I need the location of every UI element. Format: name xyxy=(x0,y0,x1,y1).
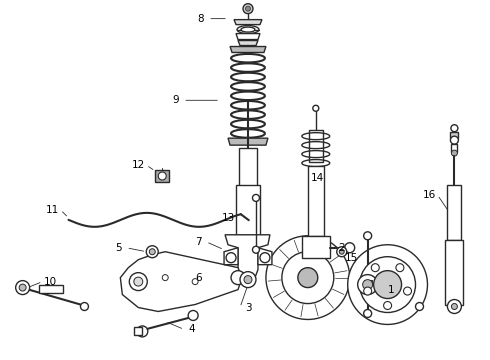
Circle shape xyxy=(404,287,412,295)
Text: 11: 11 xyxy=(46,205,59,215)
Bar xyxy=(239,148,257,216)
Bar xyxy=(155,170,169,182)
Circle shape xyxy=(363,280,372,289)
Circle shape xyxy=(364,287,372,295)
Circle shape xyxy=(162,275,168,280)
Circle shape xyxy=(447,300,462,314)
Bar xyxy=(39,285,63,293)
Circle shape xyxy=(416,302,423,310)
Circle shape xyxy=(282,252,334,303)
Text: 4: 4 xyxy=(189,324,196,334)
Bar xyxy=(451,144,457,152)
Circle shape xyxy=(451,150,457,156)
Text: 13: 13 xyxy=(221,213,235,223)
Circle shape xyxy=(16,280,29,294)
Text: 10: 10 xyxy=(44,276,57,287)
Polygon shape xyxy=(121,252,242,311)
Circle shape xyxy=(451,303,457,310)
Circle shape xyxy=(19,284,26,291)
Bar xyxy=(450,132,458,138)
Circle shape xyxy=(339,249,344,254)
Circle shape xyxy=(134,277,143,286)
Circle shape xyxy=(364,232,371,240)
Bar xyxy=(302,236,330,258)
Polygon shape xyxy=(230,46,266,53)
Circle shape xyxy=(364,310,371,318)
Circle shape xyxy=(226,253,236,263)
Circle shape xyxy=(231,271,245,285)
Circle shape xyxy=(243,4,253,14)
Circle shape xyxy=(298,268,318,288)
Polygon shape xyxy=(224,248,238,265)
Circle shape xyxy=(337,247,347,257)
Circle shape xyxy=(252,194,260,201)
Circle shape xyxy=(384,302,392,310)
Polygon shape xyxy=(236,33,260,40)
Polygon shape xyxy=(225,235,270,282)
Bar xyxy=(309,130,323,162)
Circle shape xyxy=(451,125,458,132)
Polygon shape xyxy=(258,248,272,265)
Text: 12: 12 xyxy=(132,160,145,170)
Text: 9: 9 xyxy=(172,95,178,105)
Text: 5: 5 xyxy=(115,243,122,253)
Circle shape xyxy=(313,105,319,111)
Bar xyxy=(236,185,260,235)
Text: 8: 8 xyxy=(197,14,203,24)
Circle shape xyxy=(147,246,158,258)
Circle shape xyxy=(374,271,401,298)
Circle shape xyxy=(260,253,270,263)
Circle shape xyxy=(80,302,89,310)
Circle shape xyxy=(244,276,252,284)
Circle shape xyxy=(348,245,427,324)
Text: 16: 16 xyxy=(423,190,436,200)
Circle shape xyxy=(252,246,260,253)
Circle shape xyxy=(371,264,379,272)
Text: 1: 1 xyxy=(388,284,395,294)
Bar xyxy=(445,240,464,305)
Circle shape xyxy=(266,236,350,319)
Circle shape xyxy=(360,257,416,312)
Circle shape xyxy=(158,172,166,180)
Circle shape xyxy=(149,249,155,255)
Circle shape xyxy=(396,264,404,272)
Circle shape xyxy=(245,6,250,11)
Circle shape xyxy=(450,136,458,144)
Bar xyxy=(134,328,142,336)
Circle shape xyxy=(358,275,378,294)
Text: 15: 15 xyxy=(345,253,358,263)
Polygon shape xyxy=(238,41,258,45)
Text: 7: 7 xyxy=(195,237,201,247)
Circle shape xyxy=(192,279,198,285)
Circle shape xyxy=(137,326,148,337)
Polygon shape xyxy=(234,20,262,24)
Text: 6: 6 xyxy=(195,273,201,283)
Polygon shape xyxy=(228,138,268,145)
Circle shape xyxy=(129,273,147,291)
Circle shape xyxy=(188,310,198,320)
Circle shape xyxy=(240,272,256,288)
Bar xyxy=(364,280,371,285)
Text: 14: 14 xyxy=(311,173,324,183)
Circle shape xyxy=(345,243,355,253)
Bar xyxy=(308,166,324,236)
Bar xyxy=(447,185,462,240)
Text: 2: 2 xyxy=(339,243,345,253)
Text: 3: 3 xyxy=(245,302,251,312)
